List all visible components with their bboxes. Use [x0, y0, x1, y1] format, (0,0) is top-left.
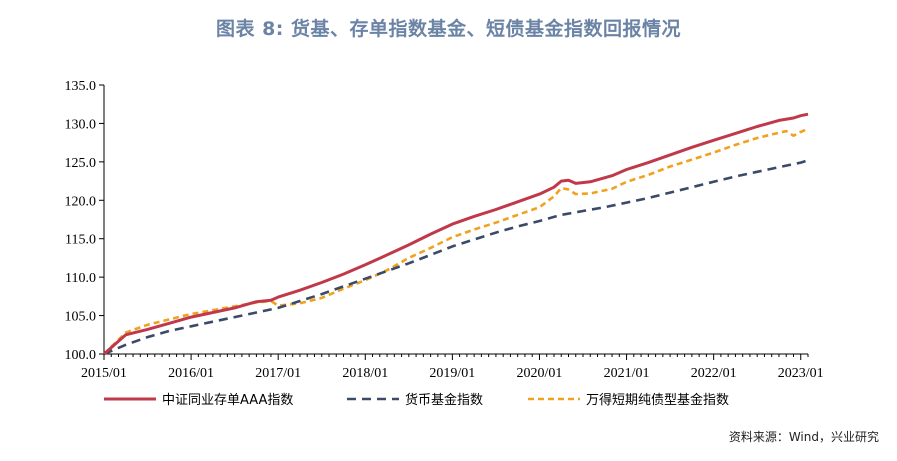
x-tick-label: 2017/01: [255, 366, 301, 381]
legend-label-2: 万得短期纯债型基金指数: [586, 392, 729, 408]
y-tick-label: 135.0: [65, 79, 97, 94]
x-tick-label: 2021/01: [604, 366, 650, 381]
source-note: 资料来源：Wind，兴业研究: [728, 430, 879, 444]
series-line-1: [103, 159, 809, 356]
y-tick-label: 105.0: [65, 310, 97, 325]
y-tick-label: 120.0: [65, 194, 97, 209]
legend-label-1: 货币基金指数: [405, 392, 483, 408]
series-line-2: [103, 127, 809, 355]
chart-title: 图表 8: 货基、存单指数基金、短债基金指数回报情况: [215, 18, 682, 40]
x-tick-label: 2020/01: [517, 366, 563, 381]
y-tick-label: 125.0: [65, 156, 97, 171]
x-tick-label: 2016/01: [168, 366, 214, 381]
x-tick-label: 2022/01: [691, 366, 737, 381]
y-tick-label: 115.0: [65, 233, 96, 248]
legend-label-0: 中证同业存单AAA指数: [162, 393, 293, 408]
x-tick-label: 2019/01: [429, 366, 475, 381]
y-tick-label: 100.0: [65, 348, 97, 363]
chart-axes: 100.0 105.0 110.0 115.0 120.0 125.0 130.0 135.0…: [65, 79, 824, 381]
x-tick-label: 2023/01: [778, 366, 824, 381]
x-tick-label: 2015/01: [81, 366, 127, 381]
y-tick-label: 130.0: [65, 117, 97, 132]
series-line-0: [103, 112, 809, 356]
x-tick-label: 2018/01: [342, 366, 388, 381]
chart-legend: 中证同业存单AAA指数 货币基金指数 万得短期纯债型基金指数: [104, 392, 729, 408]
y-tick-label: 110.0: [65, 271, 96, 286]
series-layer: [103, 112, 809, 356]
